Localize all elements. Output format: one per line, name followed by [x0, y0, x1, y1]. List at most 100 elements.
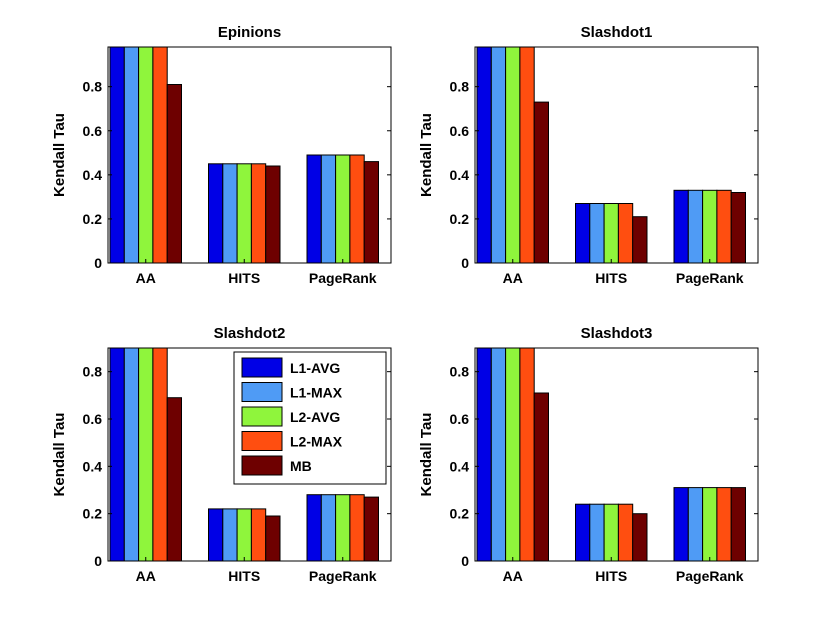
bar-aa-l2-avg: [138, 348, 154, 561]
bar-aa-l1-max: [123, 47, 140, 263]
bar-aa-l1-max: [123, 348, 140, 561]
xtick-label-aa: AA: [503, 270, 523, 286]
bar-hits-l2-avg: [236, 508, 252, 561]
ytick-label: 0.4: [450, 167, 470, 183]
bar-aa-mb: [166, 84, 182, 263]
xtick-label-hits: HITS: [228, 568, 260, 584]
subplot-3: 0 0.2 0.4 0.6 0.8 AA HITS PageRank Slashdot3 Kend…: [418, 325, 759, 584]
bar-hits-mb: [632, 513, 648, 561]
bar-aa-l1-avg: [109, 47, 125, 263]
xtick-label-aa: AA: [136, 270, 156, 286]
xtick-label-pagerank: PageRank: [309, 568, 377, 584]
bar-pagerank-mb: [363, 496, 380, 561]
chart-title: Epinions: [218, 24, 281, 41]
bar-pagerank-l1-avg: [673, 487, 689, 561]
bar-aa-mb: [533, 101, 550, 263]
bar-hits-l2-avg: [236, 163, 252, 263]
subplot-1: 0 0.2 0.4 0.6 0.8 AA HITS PageRank Slashdot1 Kend…: [418, 24, 759, 286]
bar-pagerank-l1-avg: [306, 154, 322, 263]
legend-label-mb: MB: [290, 458, 312, 474]
legend-label-l2-avg: L2-AVG: [290, 409, 340, 425]
bar-pagerank-l2-max: [349, 494, 365, 561]
bar-pagerank-l1-max: [320, 494, 337, 561]
bar-hits-l1-avg: [208, 163, 224, 263]
ytick-label: 0: [461, 553, 469, 569]
ytick-label: 0.6: [83, 411, 103, 427]
bar-aa-l2-max: [519, 348, 535, 561]
bar-hits-l2-max: [250, 163, 267, 263]
bar-aa-mb: [166, 397, 182, 561]
ytick-label: 0.2: [83, 211, 103, 227]
bar-pagerank-l2-avg: [702, 487, 718, 561]
bars: [109, 47, 380, 263]
ytick-label: 0.8: [450, 79, 470, 95]
y-axis-label: Kendall Tau: [418, 413, 435, 497]
bar-pagerank-l2-avg: [335, 494, 351, 561]
legend-swatch-l2-max: [241, 431, 283, 451]
bar-hits-l2-max: [617, 203, 634, 263]
bar-aa-l2-max: [152, 47, 168, 263]
bar-pagerank-l1-avg: [673, 189, 689, 263]
y-axis-label: Kendall Tau: [51, 113, 68, 197]
bar-aa-l1-avg: [109, 348, 125, 561]
ytick-label: 0.8: [83, 364, 103, 380]
ytick-label: 0.2: [83, 506, 103, 522]
ytick-label: 0.8: [450, 364, 470, 380]
ytick-label: 0: [461, 255, 469, 271]
bar-hits-mb: [632, 216, 648, 263]
bar-hits-l1-max: [222, 508, 238, 561]
axes-frame: [107, 347, 392, 562]
ytick-label: 0.6: [450, 123, 470, 139]
bar-aa-l1-max: [490, 348, 507, 561]
bar-aa-l1-max: [490, 47, 507, 263]
ytick-label: 0.6: [83, 123, 103, 139]
chart-title: Slashdot1: [581, 24, 653, 41]
axes-frame: [107, 46, 392, 264]
ytick-label: 0: [94, 553, 102, 569]
legend-swatch-l2-avg: [241, 406, 283, 427]
xtick-label-pagerank: PageRank: [676, 568, 744, 584]
y-axis-label: Kendall Tau: [51, 413, 68, 497]
xtick-label-hits: HITS: [228, 270, 260, 286]
bar-hits-l1-max: [589, 503, 605, 561]
bar-aa-l1-avg: [476, 47, 492, 263]
bar-pagerank-l1-max: [320, 154, 337, 263]
subplot-2: 0 0.2 0.4 0.6 0.8 AA HITS PageRank Slashdot2 Kend…: [51, 325, 392, 584]
legend-swatch-mb: [241, 455, 283, 476]
ytick-label: 0.2: [450, 506, 470, 522]
bar-pagerank-mb: [730, 487, 747, 561]
bar-hits-l1-avg: [575, 203, 591, 263]
xtick-label-hits: HITS: [595, 270, 627, 286]
bar-pagerank-l2-max: [716, 487, 732, 561]
xtick-label-pagerank: PageRank: [309, 270, 377, 286]
bar-pagerank-l1-max: [687, 189, 704, 263]
bar-pagerank-mb: [363, 161, 380, 263]
ytick-label: 0.4: [450, 458, 470, 474]
bar-aa-mb: [533, 392, 550, 561]
bars: [476, 47, 747, 263]
ytick-label: 0.6: [450, 411, 470, 427]
axes-frame: [474, 46, 759, 264]
ytick-label: 0.4: [83, 458, 103, 474]
subplot-0: 0 0.2 0.4 0.6 0.8 AA HITS PageRank Epinions Kenda…: [51, 24, 392, 286]
bar-hits-l2-avg: [603, 203, 619, 263]
ytick-label: 0: [94, 255, 102, 271]
bars: [109, 348, 380, 561]
bar-hits-l1-max: [589, 203, 605, 263]
bar-hits-l2-avg: [603, 503, 619, 561]
bar-aa-l2-avg: [505, 47, 521, 263]
legend-label-l2-max: L2-MAX: [290, 434, 343, 450]
bars: [476, 348, 747, 561]
y-axis-label: Kendall Tau: [418, 113, 435, 197]
chart-title: Slashdot2: [214, 325, 286, 342]
xtick-label-aa: AA: [136, 568, 156, 584]
bar-hits-mb: [265, 515, 281, 561]
xtick-label-aa: AA: [503, 568, 523, 584]
bar-aa-l2-max: [519, 47, 535, 263]
bar-hits-l2-max: [250, 508, 267, 561]
bar-pagerank-mb: [730, 192, 747, 263]
ytick-label: 0.2: [450, 211, 470, 227]
bar-hits-l2-max: [617, 503, 634, 561]
xtick-label-pagerank: PageRank: [676, 270, 744, 286]
